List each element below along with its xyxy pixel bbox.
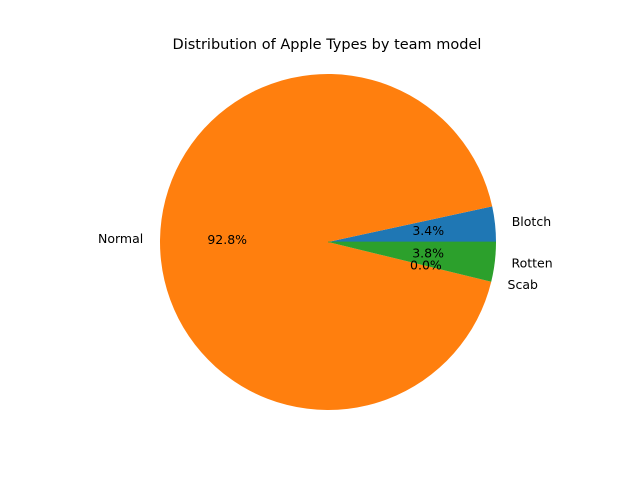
- slice-label-scab: Scab: [508, 277, 538, 292]
- pie-slice-blotch: [328, 206, 496, 242]
- slice-percent-blotch: 3.4%: [412, 223, 444, 238]
- slice-label-blotch: Blotch: [512, 214, 551, 229]
- slice-percent-rotten: 3.8%: [412, 246, 444, 261]
- pie-slice-rotten: [328, 242, 496, 282]
- pie-slices: [159, 73, 496, 410]
- pie-labels: Blotch 3.4% Normal 92.8% Scab 0.0% Rotten 3.8%: [98, 214, 553, 292]
- pie-slice-normal: [159, 73, 493, 410]
- slice-label-rotten: Rotten: [511, 256, 552, 271]
- slice-percent-scab: 0.0%: [410, 257, 442, 272]
- slice-percent-normal: 92.8%: [207, 232, 247, 247]
- chart-title: Distribution of Apple Types by team mode…: [173, 37, 482, 53]
- slice-label-normal: Normal: [98, 231, 143, 246]
